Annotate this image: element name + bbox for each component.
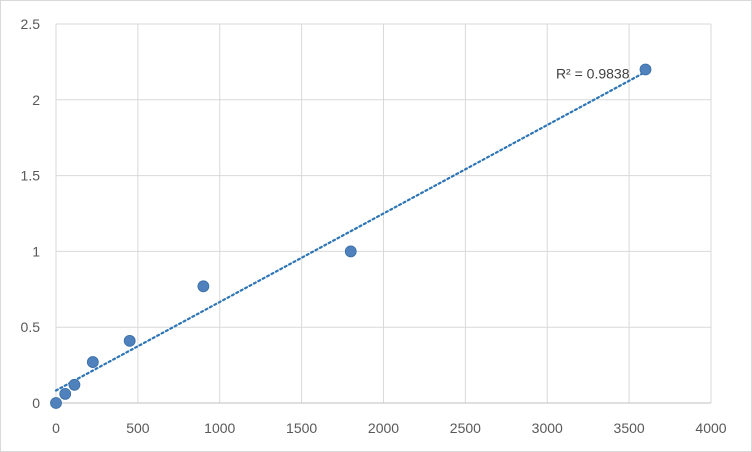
x-tick-label: 3000 — [532, 420, 563, 436]
x-tick-label: 0 — [52, 420, 60, 436]
linear-trendline — [54, 70, 647, 392]
x-tick-label: 3500 — [614, 420, 645, 436]
data-point — [639, 63, 652, 76]
x-tick-label: 1000 — [204, 420, 235, 436]
y-tick-label: 0 — [32, 395, 40, 411]
data-point — [50, 397, 62, 409]
data-point — [197, 280, 210, 293]
y-axis-ticks: 0 0.5 1 1.5 2 2.5 — [21, 16, 41, 411]
y-tick-label: 1 — [32, 243, 40, 259]
x-tick-label: 2500 — [450, 420, 481, 436]
data-point — [344, 245, 357, 258]
y-tick-label: 2 — [32, 92, 40, 108]
data-point — [123, 334, 136, 347]
axes — [55, 24, 711, 404]
x-tick-label: 2000 — [368, 420, 399, 436]
x-tick-label: 500 — [126, 420, 150, 436]
r-squared-label: R² = 0.9838 — [556, 65, 630, 81]
data-points — [50, 63, 652, 409]
data-point — [59, 388, 72, 400]
data-point — [86, 356, 99, 368]
trendline-group — [54, 70, 647, 392]
gridlines — [56, 23, 712, 403]
data-point — [68, 378, 81, 391]
y-tick-label: 1.5 — [21, 168, 41, 184]
y-tick-label: 2.5 — [21, 16, 41, 32]
x-tick-label: 4000 — [695, 420, 726, 436]
x-axis-ticks: 0 500 1000 1500 2000 2500 3000 3500 4000 — [52, 420, 727, 436]
x-tick-label: 1500 — [286, 420, 317, 436]
y-tick-label: 0.5 — [21, 319, 41, 335]
